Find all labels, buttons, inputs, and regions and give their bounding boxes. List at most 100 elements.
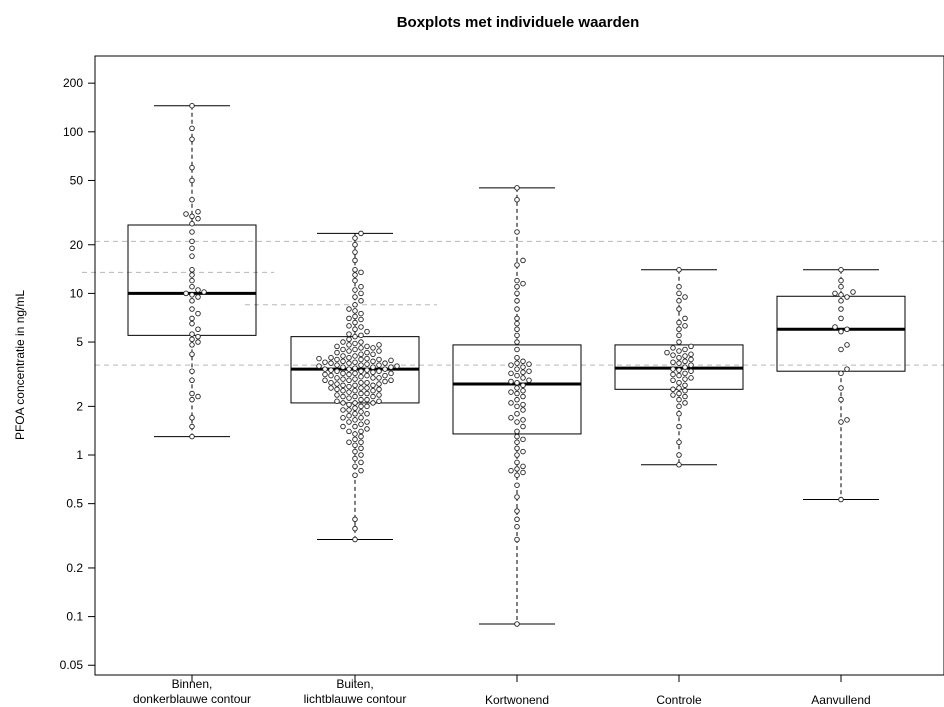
data-point: [352, 287, 358, 293]
data-point: [520, 257, 526, 264]
data-point: [352, 370, 358, 377]
data-point: [358, 283, 364, 290]
data-point: [520, 469, 526, 476]
data-point: [334, 362, 340, 368]
data-point: [195, 287, 201, 293]
data-point: [352, 272, 358, 278]
data-point: [520, 401, 526, 408]
data-point: [676, 306, 682, 312]
data-point: [328, 360, 334, 366]
data-point: [334, 343, 340, 350]
data-point: [676, 396, 682, 403]
y-tick-label: 2: [76, 399, 83, 413]
data-point: [352, 313, 358, 320]
data-point: [364, 396, 370, 403]
x-tick-label: Kortwonend: [485, 693, 549, 707]
data-point: [189, 336, 195, 343]
data-point: [682, 400, 688, 406]
data-point: [514, 346, 520, 353]
data-point: [514, 326, 520, 333]
data-point: [682, 376, 688, 382]
data-point: [838, 267, 844, 273]
data-point: [676, 410, 682, 417]
data-point: [838, 306, 844, 312]
data-point: [189, 433, 195, 440]
data-point: [676, 267, 682, 273]
data-point: [352, 340, 358, 347]
data-point: [328, 385, 334, 391]
data-point: [352, 536, 358, 543]
data-point: [664, 349, 670, 356]
data-point: [364, 355, 370, 362]
data-point: [676, 283, 682, 290]
data-point: [352, 382, 358, 389]
data-point: [526, 361, 532, 367]
data-point: [364, 349, 370, 356]
data-point: [514, 472, 520, 478]
data-point: [195, 209, 201, 215]
data-point: [514, 262, 520, 268]
data-point: [676, 379, 682, 386]
data-point: [370, 382, 376, 389]
data-point: [346, 323, 352, 329]
data-point: [508, 362, 514, 368]
data-point: [358, 385, 364, 391]
data-point: [682, 387, 688, 394]
data-point: [346, 389, 352, 395]
data-point: [670, 359, 676, 365]
data-point: [370, 387, 376, 394]
data-point: [838, 396, 844, 403]
data-point: [514, 410, 520, 417]
data-point: [514, 290, 520, 297]
data-point: [520, 423, 526, 430]
data-point: [676, 390, 682, 397]
data-point: [364, 379, 370, 386]
data-point: [514, 445, 520, 452]
data-point: [322, 371, 328, 378]
data-point: [189, 164, 195, 171]
data-point: [850, 289, 856, 295]
y-axis: 0.05 0.1 0.2 0.5 1 2 5 10 20 50 100 200: [60, 56, 96, 675]
data-point: [676, 439, 682, 445]
data-point: [189, 415, 195, 421]
data-point: [358, 324, 364, 330]
data-point: [676, 332, 682, 339]
data-point: [844, 294, 850, 300]
data-point: [195, 310, 201, 317]
data-point: [334, 386, 340, 393]
data-point: [370, 369, 376, 376]
data-point: [346, 331, 352, 337]
data-point: [358, 439, 364, 445]
data-point: [334, 368, 340, 374]
data-point: [382, 378, 388, 385]
data-point: [364, 343, 370, 350]
data-point: [352, 405, 358, 411]
data-point: [388, 377, 394, 384]
data-point: [376, 398, 382, 405]
data-point: [838, 328, 844, 335]
data-point: [195, 393, 201, 400]
data-point: [346, 377, 352, 384]
data-point: [189, 331, 195, 337]
data-point: [352, 242, 358, 248]
data-point: [514, 419, 520, 425]
data-point: [340, 339, 346, 345]
data-point: [838, 346, 844, 353]
data-point: [514, 523, 520, 530]
data-point: [352, 376, 358, 382]
data-point: [358, 433, 364, 440]
data-point: [189, 306, 195, 312]
data-point: [370, 375, 376, 381]
data-point: [364, 385, 370, 391]
data-point: [376, 362, 382, 368]
data-point: [676, 290, 682, 297]
data-point: [340, 353, 346, 359]
data-point: [838, 315, 844, 322]
data-point: [189, 351, 195, 358]
data-point: [346, 306, 352, 312]
data-point: [838, 292, 844, 298]
data-point: [838, 283, 844, 290]
data-point: [189, 283, 195, 290]
data-point: [352, 333, 358, 340]
data-point: [370, 393, 376, 400]
